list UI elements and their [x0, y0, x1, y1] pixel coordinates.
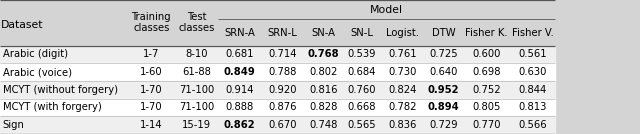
Text: 0.566: 0.566 — [518, 120, 547, 130]
Text: 1-14: 1-14 — [140, 120, 163, 130]
Text: 0.914: 0.914 — [225, 85, 254, 95]
Text: 0.876: 0.876 — [268, 103, 297, 112]
Bar — [0, 116, 555, 134]
Text: 0.760: 0.760 — [348, 85, 376, 95]
Text: Sign: Sign — [3, 120, 24, 130]
Text: 0.849: 0.849 — [224, 67, 255, 77]
Text: 8-10: 8-10 — [185, 49, 208, 59]
Text: 71-100: 71-100 — [179, 85, 214, 95]
Text: 0.752: 0.752 — [472, 85, 500, 95]
Text: 0.844: 0.844 — [518, 85, 547, 95]
Text: 0.920: 0.920 — [268, 85, 297, 95]
Text: 0.729: 0.729 — [429, 120, 458, 130]
Text: 0.816: 0.816 — [309, 85, 337, 95]
Text: 0.670: 0.670 — [268, 120, 297, 130]
Text: 1-7: 1-7 — [143, 49, 159, 59]
Text: SRN-A: SRN-A — [224, 28, 255, 38]
Text: Model: Model — [370, 5, 403, 15]
Bar — [0, 46, 555, 63]
Text: 1-70: 1-70 — [140, 85, 163, 95]
Text: Fisher K.: Fisher K. — [465, 28, 508, 38]
Text: 0.813: 0.813 — [518, 103, 547, 112]
Text: 0.748: 0.748 — [309, 120, 337, 130]
Text: 15-19: 15-19 — [182, 120, 211, 130]
Text: 0.600: 0.600 — [472, 49, 500, 59]
Text: 0.894: 0.894 — [428, 103, 460, 112]
Bar — [0, 63, 555, 81]
Text: SRN-L: SRN-L — [268, 28, 298, 38]
Bar — [0, 81, 555, 99]
Text: 0.824: 0.824 — [388, 85, 417, 95]
Text: 0.730: 0.730 — [388, 67, 417, 77]
Text: 0.788: 0.788 — [268, 67, 297, 77]
Text: classes: classes — [133, 23, 170, 33]
Text: 1-60: 1-60 — [140, 67, 163, 77]
Text: MCYT (with forgery): MCYT (with forgery) — [3, 103, 101, 112]
Text: 0.761: 0.761 — [388, 49, 417, 59]
Bar — [0, 99, 555, 116]
Text: 0.888: 0.888 — [225, 103, 254, 112]
Text: 0.640: 0.640 — [429, 67, 458, 77]
Text: 0.565: 0.565 — [348, 120, 376, 130]
Text: 0.782: 0.782 — [388, 103, 417, 112]
Text: classes: classes — [179, 23, 214, 33]
Text: Arabic (voice): Arabic (voice) — [3, 67, 72, 77]
Text: 0.862: 0.862 — [224, 120, 255, 130]
Text: 0.684: 0.684 — [348, 67, 376, 77]
Text: 0.952: 0.952 — [428, 85, 460, 95]
Text: 71-100: 71-100 — [179, 103, 214, 112]
Text: 0.698: 0.698 — [472, 67, 500, 77]
Text: 0.828: 0.828 — [309, 103, 337, 112]
Text: 0.768: 0.768 — [307, 49, 339, 59]
Text: Arabic (digit): Arabic (digit) — [3, 49, 68, 59]
Text: 0.539: 0.539 — [348, 49, 376, 59]
Text: 0.725: 0.725 — [429, 49, 458, 59]
Text: Training: Training — [132, 12, 171, 22]
Text: Fisher V.: Fisher V. — [511, 28, 554, 38]
Text: 0.630: 0.630 — [518, 67, 547, 77]
Bar — [0, 0, 555, 46]
Text: 0.805: 0.805 — [472, 103, 500, 112]
Text: MCYT (without forgery): MCYT (without forgery) — [3, 85, 118, 95]
Text: 0.681: 0.681 — [225, 49, 254, 59]
Text: 61-88: 61-88 — [182, 67, 211, 77]
Text: DTW: DTW — [432, 28, 455, 38]
Text: Dataset: Dataset — [1, 20, 44, 30]
Text: 0.561: 0.561 — [518, 49, 547, 59]
Text: 0.770: 0.770 — [472, 120, 500, 130]
Text: 0.668: 0.668 — [348, 103, 376, 112]
Text: SN-A: SN-A — [311, 28, 335, 38]
Text: SN-L: SN-L — [350, 28, 373, 38]
Text: 0.714: 0.714 — [268, 49, 297, 59]
Text: 0.802: 0.802 — [309, 67, 337, 77]
Text: Logist.: Logist. — [386, 28, 419, 38]
Text: Test: Test — [187, 12, 206, 22]
Text: 0.836: 0.836 — [388, 120, 417, 130]
Text: 1-70: 1-70 — [140, 103, 163, 112]
